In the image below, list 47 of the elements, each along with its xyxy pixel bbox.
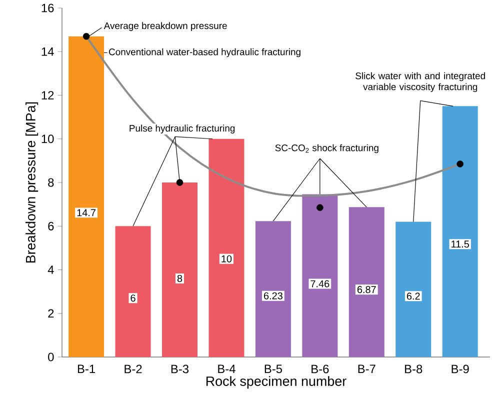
- x-tick-label: B-3: [171, 364, 189, 374]
- bar: [442, 106, 478, 357]
- annotation: Average breakdown pressure: [104, 22, 227, 31]
- data-label: 11.5: [452, 240, 470, 248]
- x-tick-label: B-8: [405, 364, 422, 374]
- annotation: SC-CO$_{2}$ shock fracturing: [275, 144, 378, 154]
- y-tick-label: 16: [42, 4, 54, 12]
- bar: [68, 36, 104, 357]
- annotation: Pulse hydraulic fracturing: [130, 124, 235, 134]
- y-tick-label: 4: [48, 266, 54, 274]
- y-tick-label: 14: [42, 48, 54, 56]
- y-tick-label: 10: [42, 134, 54, 144]
- x-tick-label: B-5: [264, 364, 282, 374]
- data-label: 6.87: [357, 286, 376, 294]
- x-tick-label: B-9: [452, 364, 469, 374]
- x-axis-title: Rock specimen number: [206, 376, 346, 389]
- bar: [115, 226, 151, 357]
- y-tick-label: 6: [48, 222, 54, 230]
- point: [316, 204, 324, 211]
- y-axis-title: Breakdown pressure [MPa]: [26, 102, 38, 262]
- data-label: 6.2: [406, 292, 420, 300]
- point: [176, 179, 184, 186]
- bar: [255, 221, 291, 357]
- y-tick-label: 0: [48, 352, 54, 362]
- data-label: 7.46: [310, 280, 330, 288]
- bar: [162, 182, 198, 357]
- x-tick-label: B-6: [312, 364, 329, 374]
- bar: [208, 138, 244, 357]
- data-label: 10: [222, 255, 232, 262]
- x-tick-label: B-7: [358, 364, 376, 373]
- point: [456, 160, 464, 168]
- x-tick-label: B-4: [218, 364, 236, 373]
- data-label: 8: [177, 274, 182, 282]
- bar: [396, 222, 432, 357]
- x-tick-label: B-1: [78, 364, 96, 373]
- point: [82, 32, 90, 40]
- data-label: 14.7: [77, 209, 96, 216]
- y-tick-label: 8: [48, 178, 54, 187]
- data-label: 6: [130, 294, 136, 302]
- bar: [348, 207, 384, 357]
- y-tick-label: 2: [48, 309, 54, 318]
- bar: [302, 194, 338, 357]
- data-label: 6.23: [264, 292, 282, 300]
- annotation: Slick water with and integrated variable viscosity fracturing: [356, 72, 485, 92]
- annotation: Conventional water-based hydraulic fracturing: [109, 48, 300, 58]
- y-tick-label: 12: [42, 91, 54, 100]
- x-tick-label: B-2: [124, 364, 142, 374]
